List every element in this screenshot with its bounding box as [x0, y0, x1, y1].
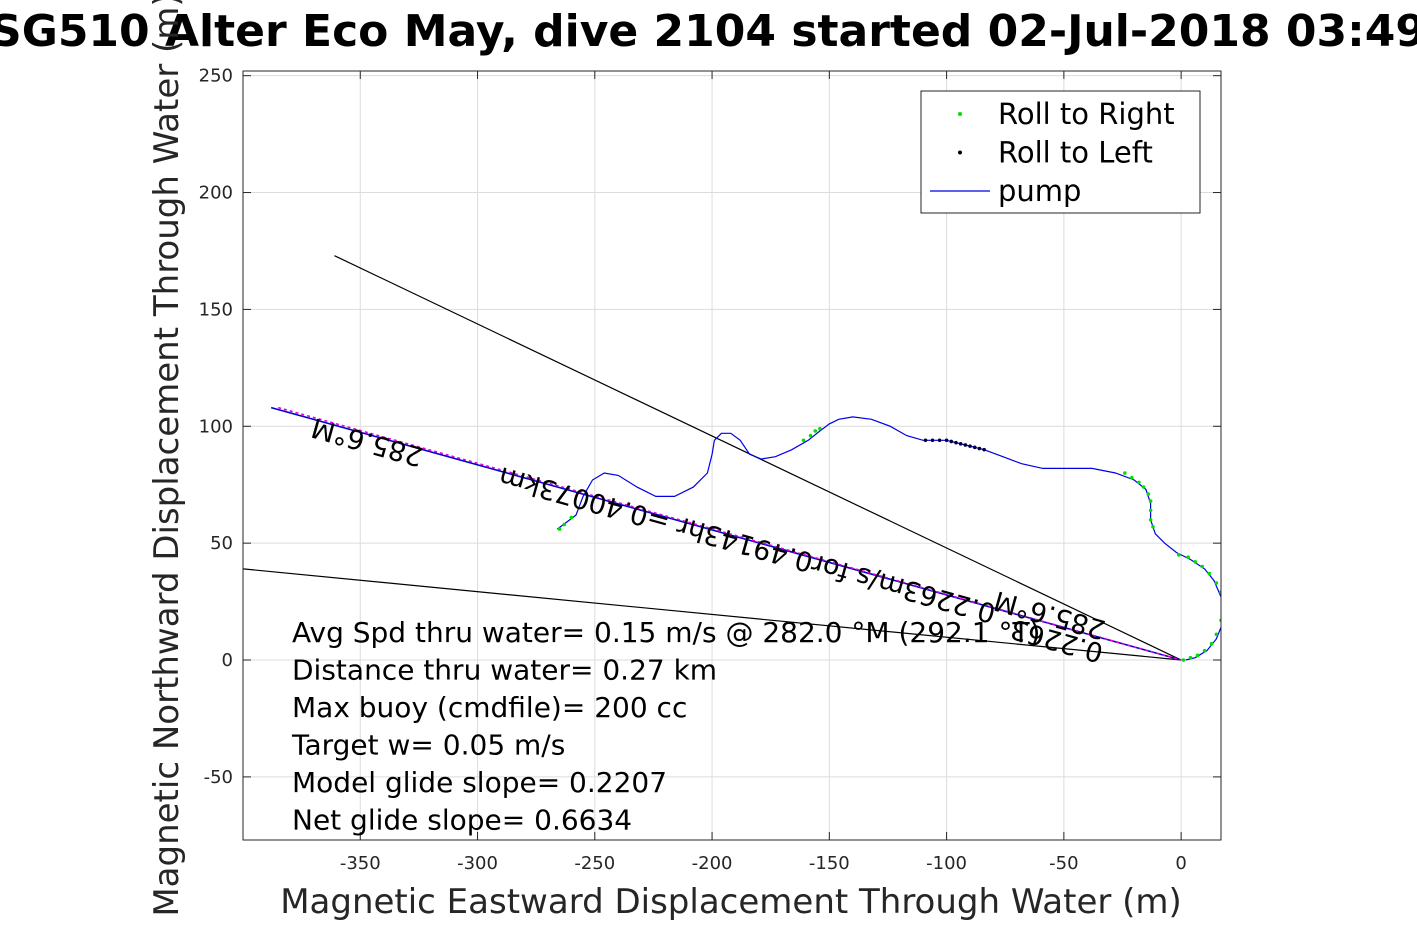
legend-box	[920, 90, 1201, 214]
y-tick-label: -50	[204, 767, 233, 788]
roll-left-point	[944, 438, 949, 443]
roll-left-point	[982, 447, 986, 452]
y-tick-label: 100	[199, 416, 233, 437]
x-tick-label: -250	[574, 853, 615, 874]
roll-right-point	[813, 429, 818, 433]
annotation-line: Net glide slope= 0.6634	[292, 804, 632, 837]
roll-right-point	[1195, 653, 1200, 658]
roll-right-point	[801, 438, 806, 443]
y-tick-label: 150	[199, 299, 233, 320]
x-tick-label: -150	[809, 853, 850, 874]
roll-left-point	[954, 440, 958, 445]
y-axis-label: Magnetic Northward Displacement Through …	[147, 0, 187, 917]
roll-right-point	[818, 426, 822, 431]
legend-marker	[958, 150, 962, 155]
y-tick-label: 0	[222, 650, 233, 671]
roll-right-point	[1137, 480, 1141, 485]
x-tick-label: -50	[1049, 853, 1078, 874]
roll-right-point	[1151, 524, 1155, 529]
roll-left-point	[963, 443, 968, 447]
net-track-line	[277, 406, 1182, 661]
roll-right-point	[1141, 485, 1146, 489]
annotation-line: Avg Spd thru water= 0.15 m/s @ 282.0 °M …	[292, 616, 1040, 649]
roll-left-point	[930, 438, 935, 443]
ticks: -350 -300 -250 -200 -150 -100 -50 0 -50 0 50 100 150…	[199, 66, 1221, 874]
y-tick-label: 250	[199, 66, 233, 87]
annotation-line: Distance thru water= 0.27 km	[292, 654, 717, 687]
roll-right-point	[557, 527, 562, 531]
x-axis-label: Magnetic Eastward Displacement Through W…	[280, 882, 1182, 922]
roll-left-point	[958, 442, 963, 446]
annotation-line: Model glide slope= 0.2207	[292, 766, 667, 799]
roll-right-point	[1214, 581, 1219, 585]
roll-right-point	[1148, 517, 1153, 522]
annotation-line: Target w= 0.05 m/s	[291, 729, 565, 762]
roll-right-point	[1176, 553, 1181, 557]
legend-label: pump	[998, 174, 1081, 208]
y-tick-label: 200	[199, 183, 233, 204]
roll-right-point	[1222, 607, 1226, 611]
roll-right-point	[1188, 655, 1193, 660]
x-tick-label: -300	[457, 853, 498, 874]
roll-left-point	[972, 445, 977, 450]
chart-title: SG510 Alter Eco May, dive 2104 started 0…	[0, 6, 1417, 57]
roll-right-point	[1200, 564, 1205, 569]
legend-label: Roll to Right	[998, 97, 1175, 131]
annotation-block: Avg Spd thru water= 0.15 m/s @ 282.0 °M …	[291, 616, 1040, 837]
annotation-line: Max buoy (cmdfile)= 200 cc	[292, 691, 687, 724]
roll-right-point	[1186, 555, 1190, 559]
roll-right-point	[1146, 492, 1151, 496]
roll-right-point	[1207, 571, 1212, 576]
roll-right-point	[569, 515, 574, 520]
roll-right-point	[1148, 508, 1153, 513]
roll-right-point	[562, 522, 567, 527]
roll-right-point	[808, 433, 813, 438]
legend-label: Roll to Left	[998, 136, 1153, 170]
roll-right-point	[1123, 471, 1127, 475]
x-tick-label: -200	[692, 853, 733, 874]
legend-marker	[958, 112, 962, 116]
roll-left-point	[923, 438, 928, 443]
roll-right-point	[1214, 632, 1219, 637]
roll-right-point	[1209, 641, 1214, 646]
legend: Roll to Right Roll to Left pump	[920, 90, 1201, 214]
x-tick-label: 0	[1175, 853, 1186, 874]
roll-left-point	[937, 438, 942, 443]
roll-left-point	[968, 444, 972, 448]
roll-right-point	[1130, 475, 1134, 480]
heading-line-lower	[243, 568, 1182, 661]
x-tick-label: -100	[926, 853, 967, 874]
y-tick-label: 50	[210, 533, 233, 554]
roll-right-point	[1181, 658, 1186, 662]
roll-right-point	[1148, 499, 1153, 503]
roll-left-point	[949, 439, 954, 444]
roll-right-point	[1202, 648, 1207, 653]
roll-right-point	[1193, 560, 1198, 564]
x-tick-label: -350	[340, 853, 381, 874]
roll-left-point	[977, 446, 982, 451]
plot-frame	[242, 70, 1222, 841]
